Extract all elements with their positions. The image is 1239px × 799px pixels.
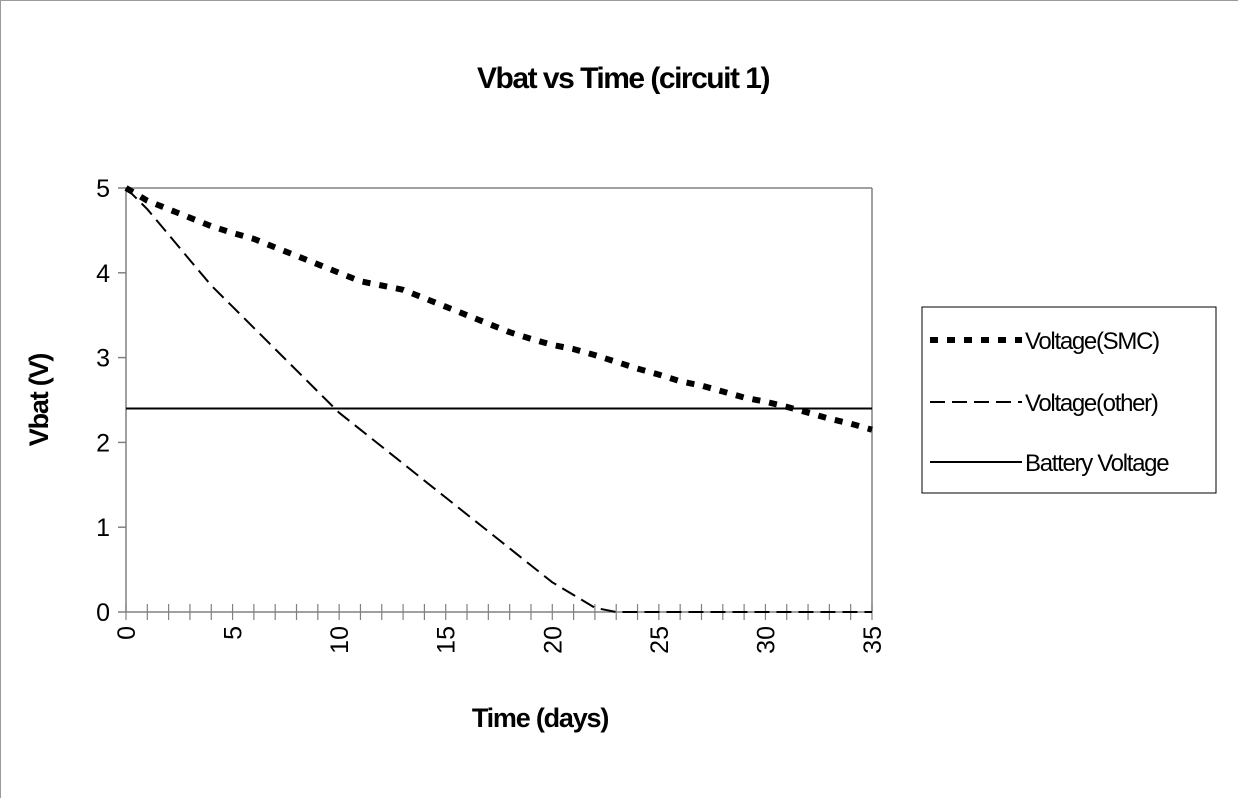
- y-tick-label: 2: [96, 429, 110, 457]
- legend: Voltage(SMC) Voltage(other) Battery Volt…: [921, 306, 1217, 494]
- x-tick-label: 25: [646, 626, 674, 654]
- y-tick-label: 5: [96, 175, 110, 203]
- series-line-voltage-smc: [124, 185, 873, 433]
- x-tick-label: 15: [433, 626, 461, 654]
- x-tick-label: 30: [752, 626, 780, 654]
- y-tick-label: 1: [96, 514, 110, 542]
- x-tick-label: 10: [326, 626, 354, 654]
- x-tick-label: 5: [220, 626, 248, 640]
- x-tick-label: 0: [113, 626, 141, 640]
- x-axis-label: Time (days): [472, 703, 609, 733]
- legend-label-battery: Battery Voltage: [1025, 450, 1169, 477]
- y-tick-label: 3: [96, 345, 110, 373]
- legend-label-other: Voltage(other): [1025, 390, 1158, 417]
- y-axis-label: Vbat (V): [24, 354, 54, 447]
- y-tick-label: 4: [96, 260, 110, 288]
- series-line-voltage-other: [125, 187, 872, 613]
- plot-area: 0 1 2 3 4 5 0 5 10 15 20 25 30 35: [96, 175, 887, 654]
- x-tick-label: 35: [859, 626, 887, 654]
- legend-label-smc: Voltage(SMC): [1025, 328, 1159, 355]
- y-tick-label: 0: [96, 599, 110, 627]
- chart-title: Vbat vs Time (circuit 1): [477, 62, 769, 95]
- x-tick-label: 20: [539, 626, 567, 654]
